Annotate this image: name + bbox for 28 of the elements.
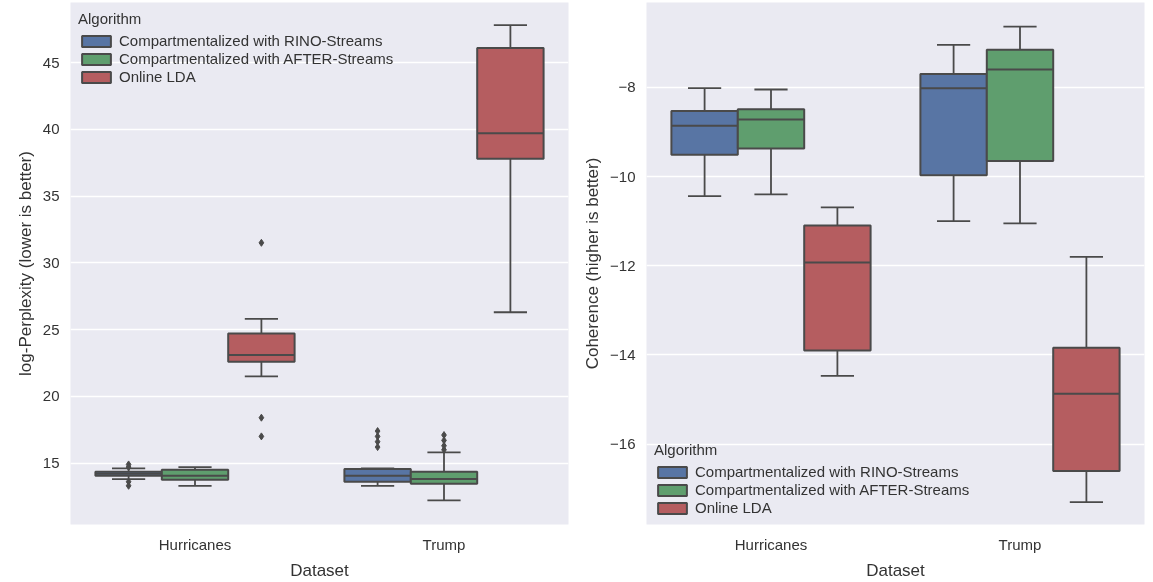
- y-tick-label: 40: [42, 120, 60, 138]
- y-axis-title: Coherence (higher is better): [583, 157, 603, 370]
- y-tick-label: −12: [610, 256, 636, 274]
- x-axis-title: Dataset: [290, 560, 350, 580]
- legend-label: Online LDA: [119, 68, 196, 85]
- legend-title: Algorithm: [654, 441, 719, 458]
- y-tick-label: 35: [42, 187, 60, 205]
- y-tick-label: −16: [610, 435, 636, 453]
- x-tick-label: Hurricanes: [158, 535, 232, 553]
- x-axis-title: Dataset: [866, 560, 926, 580]
- x-tick-label: Trump: [422, 535, 466, 553]
- legend-label: Compartmentalized with AFTER-Streams: [119, 50, 394, 67]
- legend-label: Compartmentalized with RINO-Streams: [695, 463, 959, 480]
- legend-label: Compartmentalized with RINO-Streams: [119, 32, 383, 49]
- legend-label: Online LDA: [695, 499, 772, 516]
- x-tick-label: Hurricanes: [734, 535, 808, 553]
- x-tick-label: Trump: [998, 535, 1042, 553]
- y-tick-label: −10: [610, 167, 636, 185]
- legend-label: Compartmentalized with AFTER-Streams: [695, 481, 970, 498]
- y-tick-label: 30: [42, 253, 60, 271]
- y-tick-label: 20: [42, 387, 60, 405]
- y-tick-label: 45: [42, 53, 60, 71]
- y-tick-label: 25: [42, 320, 60, 338]
- y-tick-label: −14: [610, 345, 636, 363]
- legend-title: Algorithm: [78, 10, 143, 27]
- y-tick-label: −8: [618, 78, 636, 96]
- y-axis-title: log-Perplexity (lower is better): [15, 151, 35, 376]
- y-tick-label: 15: [42, 454, 60, 472]
